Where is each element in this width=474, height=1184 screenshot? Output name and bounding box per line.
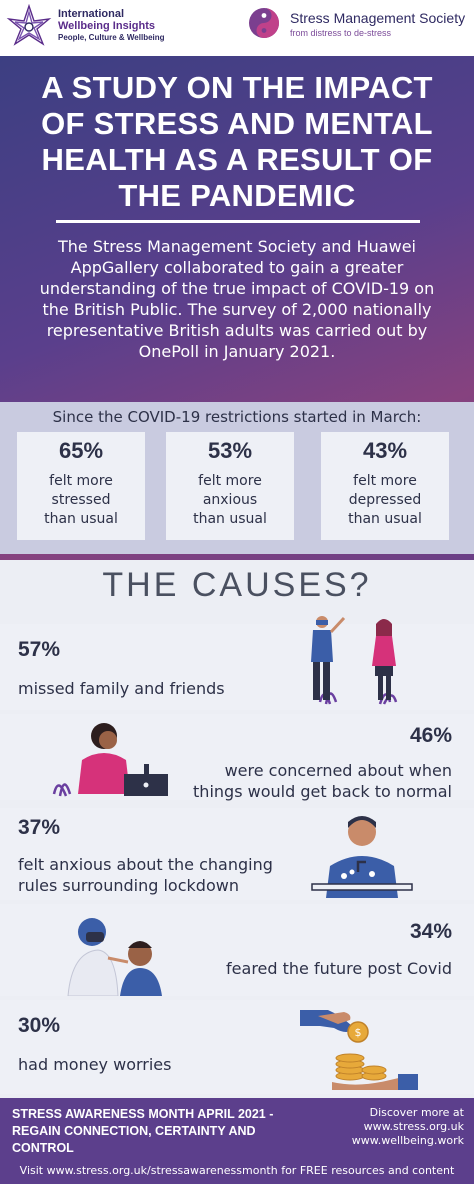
hero: A STUDY ON THE IMPACT OF STRESS AND MENT… [0, 56, 474, 560]
stat-line: than usual [44, 511, 118, 527]
iwi-line1: International [58, 8, 125, 20]
handwashing-illustration-icon [311, 816, 413, 898]
covid-test-illustration-icon [67, 918, 162, 996]
footer-campaign-line: REGAIN CONNECTION, CERTAINTY AND [12, 1124, 256, 1138]
stat-percent: 65% [58, 438, 104, 463]
sms-logo-icon [249, 8, 279, 38]
intro-line: representative British adults was carrie… [46, 321, 428, 340]
cause-card-future: 34% feared the future post Covid [0, 904, 474, 996]
woman-laptop-illustration-icon [52, 723, 168, 797]
cause-card-rules: 37% felt anxious about the changing rule… [0, 808, 474, 900]
sms-name: Stress Management Society [290, 10, 466, 26]
intro-line: understanding of the true impact of COVI… [39, 279, 435, 298]
title-line: OF STRESS AND MENTAL [41, 106, 433, 141]
cause-card-money: 30% had money worries $ [0, 1000, 474, 1094]
intro-line: OnePoll in January 2021. [138, 342, 336, 361]
cause-percent: 30% [18, 1014, 61, 1037]
stat-line: felt more [353, 473, 417, 489]
stat-card-depressed: 43% felt more depressed than usual [321, 432, 449, 540]
stat-line: felt more [49, 473, 113, 489]
cause-text: were concerned about when things would g… [193, 760, 452, 802]
stat-line: felt more [198, 473, 262, 489]
stat-description: felt more depressed than usual [321, 472, 449, 529]
intro-line: The Stress Management Society and Huawei [58, 237, 416, 256]
cause-text: missed family and friends [18, 679, 225, 698]
iwi-line2: Wellbeing Insights [58, 20, 155, 32]
hero-title: A STUDY ON THE IMPACT OF STRESS AND MENT… [10, 70, 464, 214]
cause-text: felt anxious about the changing rules su… [18, 854, 273, 896]
stat-line: stressed [51, 492, 111, 508]
causes-heading: THE CAUSES? [102, 566, 372, 604]
header: International Wellbeing Insights People,… [0, 0, 474, 56]
iwi-brand: International Wellbeing Insights People,… [58, 8, 165, 44]
stat-line: depressed [348, 492, 422, 508]
stat-line: than usual [193, 511, 267, 527]
stats-band: Since the COVID-19 restrictions started … [0, 402, 474, 554]
stats-lead: Since the COVID-19 restrictions started … [52, 408, 422, 426]
cause-percent: 34% [409, 920, 452, 943]
intro-line: the British Public. The survey of 2,000 … [42, 300, 432, 319]
hero-divider [56, 220, 420, 223]
sms-tagline: from distress to de-stress [290, 28, 392, 38]
cause-line: rules surrounding lockdown [18, 876, 239, 895]
cause-text: had money worries [18, 1055, 172, 1074]
money-hand-illustration-icon: $ [300, 1010, 418, 1090]
footer-link-stress[interactable]: www.stress.org.uk [363, 1120, 464, 1133]
stat-card-anxious: 53% felt more anxious than usual [166, 432, 294, 540]
intro-line: AppGallery collaborated to gain a greate… [70, 258, 404, 277]
footer-visit-link[interactable]: Visit www.stress.org.uk/stressawarenessm… [19, 1164, 455, 1177]
cause-card-family: 57% missed family and friends [0, 616, 474, 710]
iwi-logo-icon [6, 4, 52, 46]
stat-description: felt more anxious than usual [166, 472, 294, 529]
cause-percent: 37% [18, 816, 61, 839]
cause-percent: 57% [18, 638, 61, 661]
title-line: HEALTH AS A RESULT OF [41, 142, 433, 177]
svg-text:$: $ [355, 1026, 362, 1039]
footer-links: Discover more at www.stress.org.uk www.w… [314, 1106, 464, 1148]
footer-discover-label: Discover more at [369, 1106, 464, 1119]
title-line: THE PANDEMIC [118, 178, 356, 213]
footer-link-wellbeing[interactable]: www.wellbeing.work [351, 1134, 464, 1147]
footer: STRESS AWARENESS MONTH APRIL 2021 - REGA… [0, 1098, 474, 1184]
stat-description: felt more stressed than usual [17, 472, 145, 529]
cause-percent: 46% [409, 724, 452, 747]
footer-campaign-line: CONTROL [12, 1141, 74, 1155]
cause-line: things would get back to normal [193, 782, 452, 801]
cause-card-normal: 46% were concerned about when things wou… [0, 714, 474, 802]
footer-campaign: STRESS AWARENESS MONTH APRIL 2021 - REGA… [12, 1106, 292, 1157]
title-line: A STUDY ON THE IMPACT [41, 70, 433, 105]
stat-card-stressed: 65% felt more stressed than usual [17, 432, 145, 540]
iwi-line3: People, Culture & Wellbeing [58, 33, 165, 42]
footer-campaign-line: STRESS AWARENESS MONTH APRIL 2021 - [12, 1107, 274, 1121]
stat-percent: 53% [207, 438, 253, 463]
friends-waving-illustration-icon [311, 616, 398, 705]
hero-intro: The Stress Management Society and Huawei… [6, 236, 468, 362]
cause-line: felt anxious about the changing [18, 855, 273, 874]
cause-text: feared the future post Covid [226, 959, 452, 978]
stat-percent: 43% [362, 438, 408, 463]
stat-line: anxious [202, 492, 258, 508]
cause-line: were concerned about when [224, 761, 452, 780]
stat-line: than usual [348, 511, 422, 527]
